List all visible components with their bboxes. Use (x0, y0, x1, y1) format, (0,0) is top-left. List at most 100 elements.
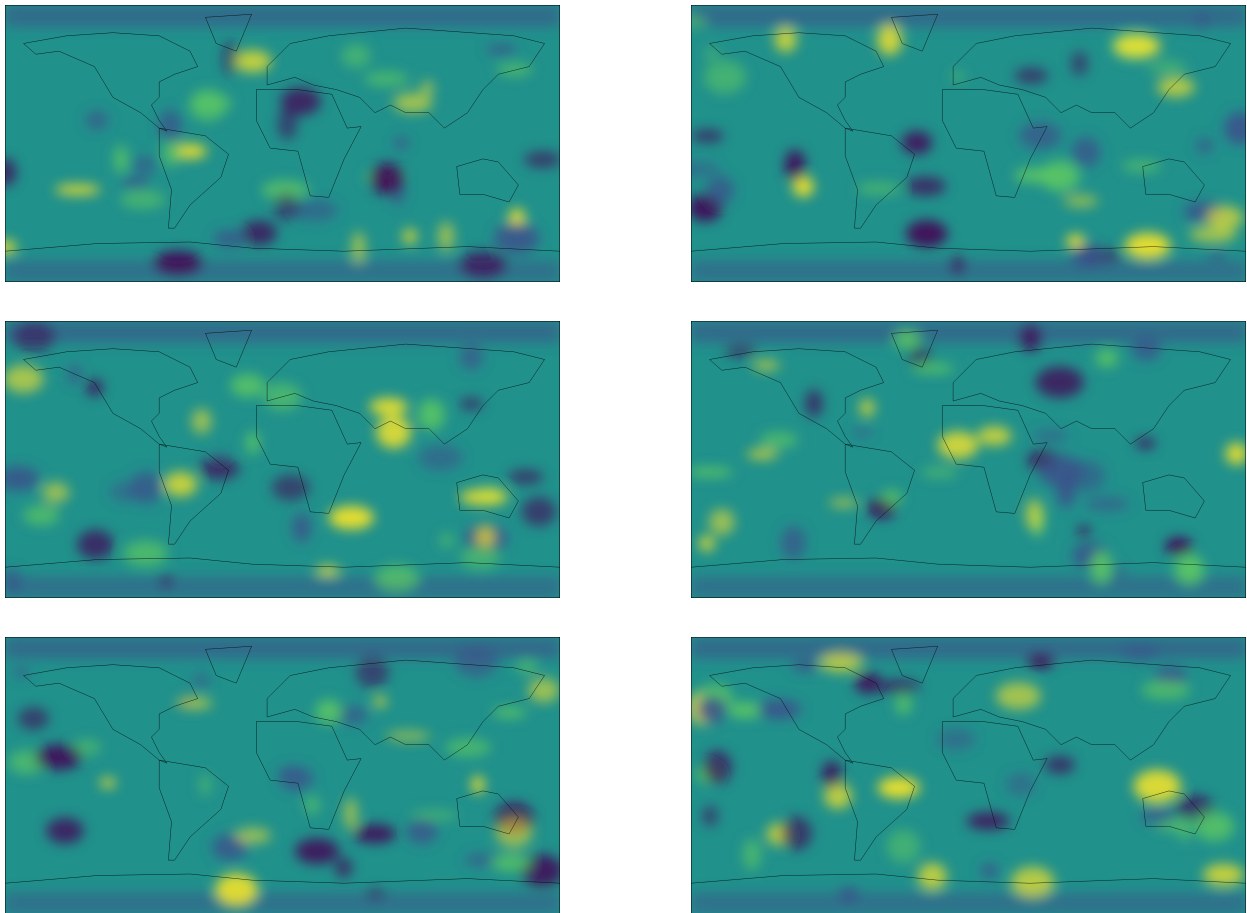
field-blob (708, 508, 735, 536)
field-blob (1225, 442, 1246, 465)
field-blob (805, 389, 823, 418)
field-blob (1013, 167, 1057, 183)
field-blob (191, 408, 212, 434)
field-blob (917, 862, 947, 890)
field-blob (158, 109, 182, 143)
field-blob (698, 535, 715, 551)
field-band (691, 637, 1246, 659)
field-blob (280, 87, 321, 116)
coastline (5, 874, 560, 883)
field-blob (459, 488, 509, 506)
field-blob (743, 838, 761, 871)
field-blob (977, 426, 1012, 446)
field-blob (1141, 680, 1191, 700)
field-blob (950, 71, 966, 82)
field-blob (880, 489, 903, 506)
field-blob (691, 162, 720, 177)
coastline (845, 444, 914, 544)
field-blob (153, 250, 203, 276)
field-blob (1196, 138, 1214, 153)
field-blob (911, 363, 955, 374)
field-blob (1121, 159, 1162, 173)
field-blob (1210, 249, 1225, 262)
field-blob (369, 398, 409, 416)
coastline (256, 722, 361, 830)
field-blob (211, 834, 248, 861)
field-blob (1135, 437, 1156, 449)
field-band (691, 576, 1246, 598)
field-blob (418, 444, 463, 471)
field-blob (215, 873, 258, 906)
coastline (942, 406, 1047, 514)
field-blob (12, 321, 56, 353)
field-blob (1140, 807, 1176, 825)
coastline (845, 760, 914, 860)
field-blob (1071, 243, 1105, 268)
field-blob (67, 364, 82, 385)
field-blob (230, 373, 266, 398)
field (5, 321, 560, 598)
field-blob (279, 766, 314, 792)
field-blob (343, 797, 358, 830)
field-blob (23, 505, 60, 526)
field-blob (877, 24, 903, 56)
field (691, 637, 1246, 913)
field-background (5, 5, 560, 282)
field-blob (13, 667, 30, 678)
field-blob (937, 431, 979, 459)
field-blob (877, 776, 920, 799)
field-blob (523, 151, 560, 168)
field-blob (950, 255, 966, 275)
field-blob (1124, 232, 1171, 259)
field-blob (374, 696, 387, 707)
field-blob (261, 180, 309, 200)
field-blob (5, 365, 44, 393)
field-band (691, 5, 1246, 27)
field-blob (406, 818, 438, 844)
field-blob (464, 853, 500, 866)
field-blob (72, 739, 102, 756)
field-blob (854, 672, 882, 694)
coastline (267, 28, 544, 128)
coastline (845, 128, 914, 228)
field-blob (727, 702, 764, 719)
coastline (1143, 159, 1205, 202)
coastline (24, 33, 198, 131)
field-blob (460, 546, 500, 569)
field-blob (907, 346, 932, 366)
coastline (953, 28, 1230, 128)
field-blob (706, 176, 734, 205)
coastline (457, 475, 519, 518)
field-blob (1044, 755, 1076, 774)
field-blob (852, 427, 873, 438)
field-blob (791, 660, 819, 672)
coastline (891, 646, 937, 683)
coastline (457, 159, 519, 202)
field-blob (1077, 525, 1091, 538)
map (691, 321, 1246, 598)
field-blob (495, 817, 533, 848)
field-blob (417, 398, 445, 431)
coastline (942, 722, 1047, 830)
field-blob (905, 176, 947, 196)
field-blob (1025, 498, 1044, 530)
field-blob (445, 738, 491, 757)
field-blob (1120, 642, 1160, 663)
coastline (159, 128, 228, 228)
field-blob (18, 707, 49, 730)
field-blob (703, 750, 732, 784)
field-band (691, 260, 1246, 282)
field-blob (819, 652, 863, 673)
map-panel (5, 637, 560, 913)
field-blob (341, 43, 371, 68)
field-blob (375, 564, 419, 591)
field-blob (402, 228, 417, 245)
field-blob (35, 744, 83, 770)
coastline (5, 558, 560, 567)
field-blob (906, 220, 948, 248)
map-panel (691, 637, 1246, 913)
field-blob (386, 731, 431, 741)
field-blob (823, 782, 852, 809)
field-blob (123, 540, 168, 567)
field-blob (1193, 11, 1211, 31)
